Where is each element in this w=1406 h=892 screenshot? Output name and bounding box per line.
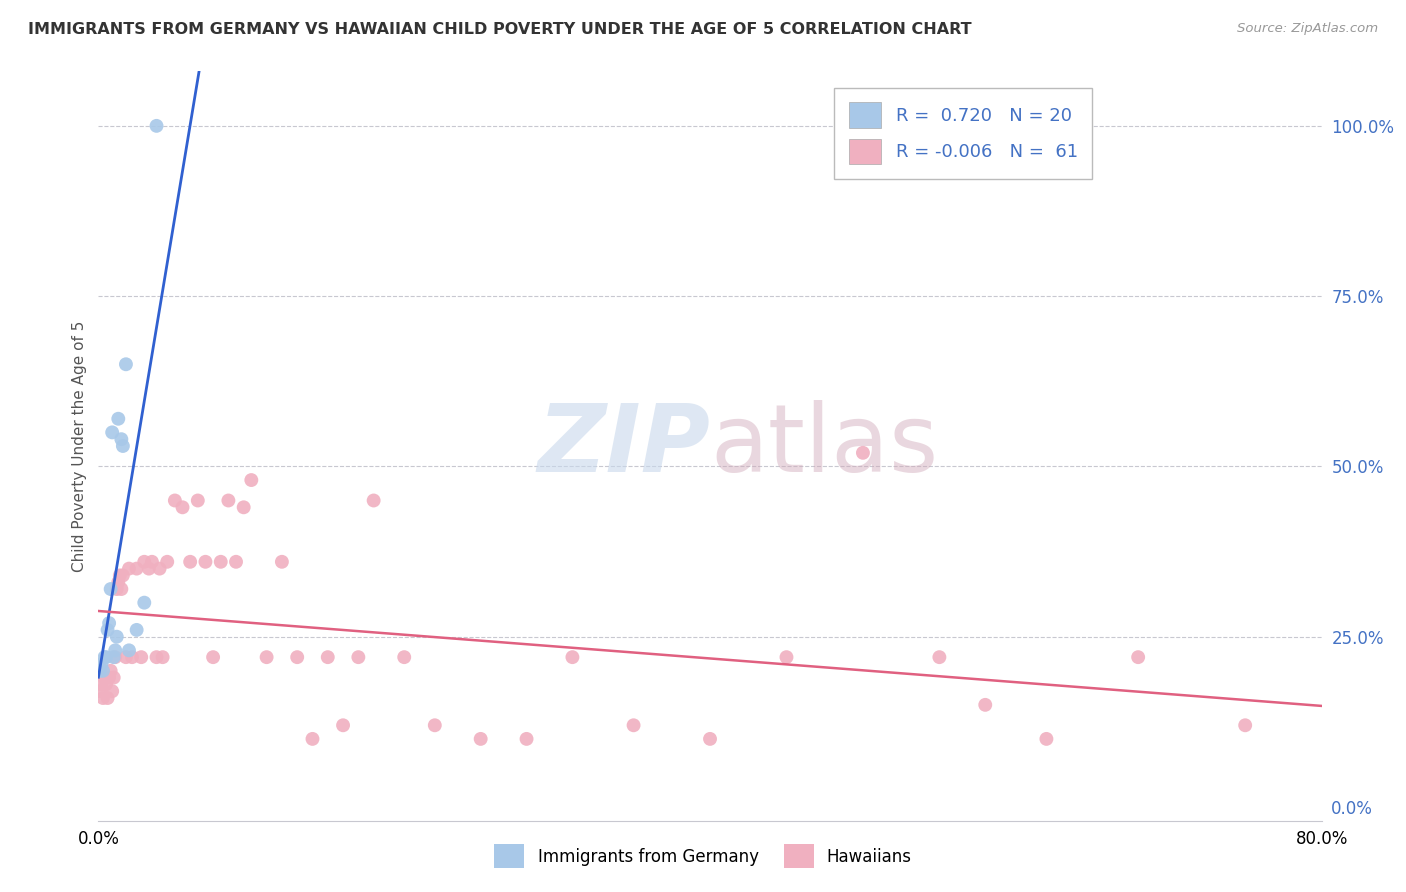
Point (316, 650, 339, 665)
Point (91, 691, 114, 706)
Point (134, 555, 156, 569)
Point (97, 623, 120, 637)
Point (105, 630, 128, 644)
Point (209, 555, 232, 569)
Point (93, 671, 115, 685)
Point (105, 582, 128, 596)
Point (187, 493, 209, 508)
Text: Source: ZipAtlas.com: Source: ZipAtlas.com (1237, 22, 1378, 36)
Point (104, 643, 127, 657)
Point (172, 500, 194, 515)
Point (270, 555, 292, 569)
Point (100, 664, 122, 678)
Point (145, 650, 167, 665)
Point (94, 677, 117, 691)
Point (111, 439, 134, 453)
Point (163, 493, 186, 508)
Point (240, 473, 263, 487)
Point (103, 671, 125, 685)
Point (90, 657, 112, 671)
Point (152, 650, 174, 665)
Point (179, 555, 201, 569)
Point (194, 555, 217, 569)
Y-axis label: Child Poverty Under the Age of 5: Child Poverty Under the Age of 5 (72, 320, 87, 572)
Point (103, 650, 125, 665)
Point (98, 616, 121, 631)
Point (93, 650, 115, 665)
Legend: R =  0.720   N = 20, R = -0.006   N =  61: R = 0.720 N = 20, R = -0.006 N = 61 (835, 88, 1092, 178)
Point (110, 582, 132, 596)
Point (134, 596, 156, 610)
Point (217, 493, 239, 508)
Point (145, 119, 167, 133)
Point (121, 650, 143, 665)
Point (115, 357, 138, 371)
Point (561, 650, 583, 665)
Point (392, 650, 416, 665)
Point (91, 664, 114, 678)
Point (101, 684, 124, 698)
Text: atlas: atlas (710, 400, 938, 492)
Point (107, 575, 129, 590)
Point (90, 677, 112, 691)
Point (118, 561, 141, 575)
Point (363, 493, 385, 508)
Point (285, 650, 308, 665)
Point (347, 650, 370, 665)
Point (699, 731, 721, 746)
Point (149, 561, 172, 575)
Point (623, 718, 645, 732)
Point (125, 561, 148, 575)
Point (97, 691, 120, 706)
Point (104, 650, 127, 665)
Point (110, 432, 132, 446)
Point (89, 684, 111, 698)
Point (775, 650, 797, 665)
Point (125, 623, 148, 637)
Point (232, 500, 254, 515)
Point (1128, 650, 1150, 665)
Point (94, 650, 117, 665)
Point (141, 555, 163, 569)
Point (101, 425, 124, 440)
Point (202, 650, 225, 665)
Point (928, 650, 950, 665)
Point (100, 582, 122, 596)
Point (156, 555, 179, 569)
Point (98, 671, 121, 685)
Point (423, 718, 446, 732)
Legend: Immigrants from Germany, Hawaiians: Immigrants from Germany, Hawaiians (488, 838, 918, 875)
Point (256, 650, 278, 665)
Point (118, 643, 141, 657)
Text: ZIP: ZIP (537, 400, 710, 492)
Point (516, 731, 538, 746)
Point (301, 731, 323, 746)
Point (107, 411, 129, 425)
Point (108, 568, 131, 582)
Point (115, 650, 138, 665)
Point (332, 718, 354, 732)
Point (225, 555, 247, 569)
Point (1035, 731, 1057, 746)
Point (470, 731, 492, 746)
Point (1234, 718, 1257, 732)
Text: IMMIGRANTS FROM GERMANY VS HAWAIIAN CHILD POVERTY UNDER THE AGE OF 5 CORRELATION: IMMIGRANTS FROM GERMANY VS HAWAIIAN CHIL… (28, 22, 972, 37)
Point (974, 698, 997, 712)
Point (138, 561, 160, 575)
Point (111, 568, 134, 582)
Point (89, 664, 111, 678)
Point (852, 446, 875, 460)
Point (129, 650, 152, 665)
